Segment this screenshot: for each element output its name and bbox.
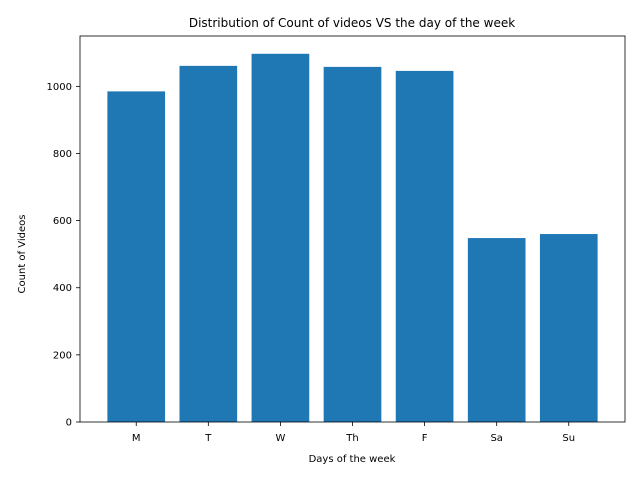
x-tick-label-su: Su [562, 433, 575, 444]
bar-th [323, 66, 382, 422]
x-tick-label-th: Th [345, 433, 358, 444]
x-tick-label-m: M [132, 433, 141, 444]
bar-f [395, 70, 454, 422]
y-tick-label-600: 600 [53, 216, 72, 227]
bar-t [179, 65, 238, 422]
y-tick-label-400: 400 [53, 283, 72, 294]
plot-frame [79, 35, 626, 423]
bar-su [539, 234, 598, 422]
x-axis-ticks: M T W Th F Sa Su [132, 422, 575, 444]
y-tick-label-0: 0 [66, 418, 72, 429]
bar-sa [467, 238, 526, 422]
y-axis-ticks: 0 200 400 600 800 1000 [47, 82, 80, 429]
x-tick-label-t: T [204, 433, 212, 444]
x-tick-label-sa: Sa [490, 433, 502, 444]
y-axis-label: Count of Videos [17, 215, 28, 294]
y-tick-label-800: 800 [53, 149, 72, 160]
bar-m [107, 91, 166, 423]
x-axis-label: Days of the week [309, 454, 396, 465]
y-tick-label-1000: 1000 [47, 82, 72, 93]
x-tick-label-f: F [422, 433, 428, 444]
bars-group [107, 53, 598, 423]
y-tick-label-200: 200 [53, 350, 72, 361]
x-tick-label-w: W [275, 433, 285, 444]
bar-w [251, 53, 310, 423]
chart-title: Distribution of Count of videos VS the d… [189, 16, 515, 30]
